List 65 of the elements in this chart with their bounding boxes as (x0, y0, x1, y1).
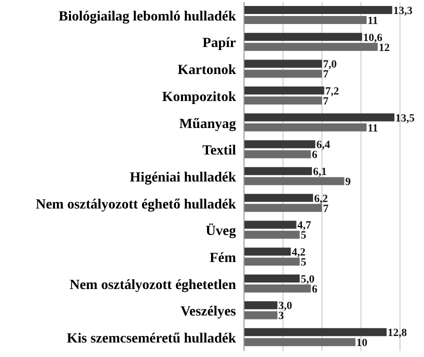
data-label: 6 (312, 283, 318, 296)
y-tick-label: Műanyag (179, 116, 236, 132)
data-label: 11 (368, 122, 378, 134)
bar (244, 60, 322, 68)
bar (244, 311, 278, 320)
data-label: 7,2 (325, 85, 340, 98)
data-label: 4,7 (297, 220, 312, 232)
data-label: 7 (323, 68, 329, 81)
bar (244, 258, 300, 266)
data-label: 6,4 (316, 139, 331, 152)
bar (244, 6, 392, 14)
data-label: 7 (323, 95, 329, 108)
y-tick-label: Kis szemcseméretű hulladék (66, 332, 236, 347)
y-tick-label: Kartonok (178, 63, 236, 78)
data-label: 13,5 (395, 112, 416, 124)
y-tick-label: Fém (210, 251, 236, 266)
bar (244, 248, 291, 256)
bar (244, 284, 311, 292)
data-label: 13,3 (393, 4, 413, 17)
data-label: 3 (278, 310, 284, 322)
bar (244, 42, 378, 51)
y-tick-label: Papír (202, 36, 236, 52)
bar (244, 16, 367, 24)
bar (244, 86, 324, 95)
bar (244, 220, 296, 229)
bar (244, 167, 312, 176)
bar (244, 70, 322, 78)
data-label: 4,2 (292, 246, 306, 259)
data-label: 6,1 (312, 166, 327, 178)
bar (244, 32, 362, 41)
y-tick-label: Üveg (206, 223, 236, 240)
bar (244, 140, 316, 148)
data-label: 5,0 (300, 273, 315, 286)
bar (244, 113, 394, 122)
y-tick-label: Nem osztályozott éghető hulladék (36, 197, 236, 212)
data-label: 10 (356, 337, 368, 350)
bar (244, 274, 300, 282)
bar (244, 301, 278, 310)
y-tick-label: Veszélyes (180, 304, 237, 320)
data-label: 9 (345, 176, 352, 188)
bar (244, 177, 344, 186)
bar (244, 338, 356, 346)
bar (244, 230, 300, 239)
bar (244, 194, 314, 202)
data-label: 6,2 (314, 192, 328, 205)
y-tick-label: Nem osztályozott éghetetlen (70, 278, 236, 293)
y-tick-label: Higéniai hulladék (130, 170, 236, 186)
data-label: 12 (378, 42, 390, 54)
data-label: 5 (300, 230, 307, 242)
bar (244, 204, 322, 212)
bar (244, 123, 367, 132)
y-tick-label: Textil (202, 144, 236, 159)
bar (244, 328, 387, 336)
bar (244, 96, 322, 105)
data-label: 7,0 (323, 58, 338, 71)
bar (244, 150, 311, 158)
data-label: 10,6 (363, 32, 383, 44)
data-label: 6 (312, 149, 318, 162)
data-label: 11 (368, 14, 378, 27)
y-tick-label: Biológiailag lebomló hulladék (58, 9, 236, 24)
data-label: 5 (300, 256, 307, 269)
y-tick-label: Kompozitok (162, 90, 236, 105)
data-label: 7 (323, 202, 329, 215)
data-label: 12,8 (388, 327, 408, 340)
data-label: 3,0 (278, 300, 293, 312)
